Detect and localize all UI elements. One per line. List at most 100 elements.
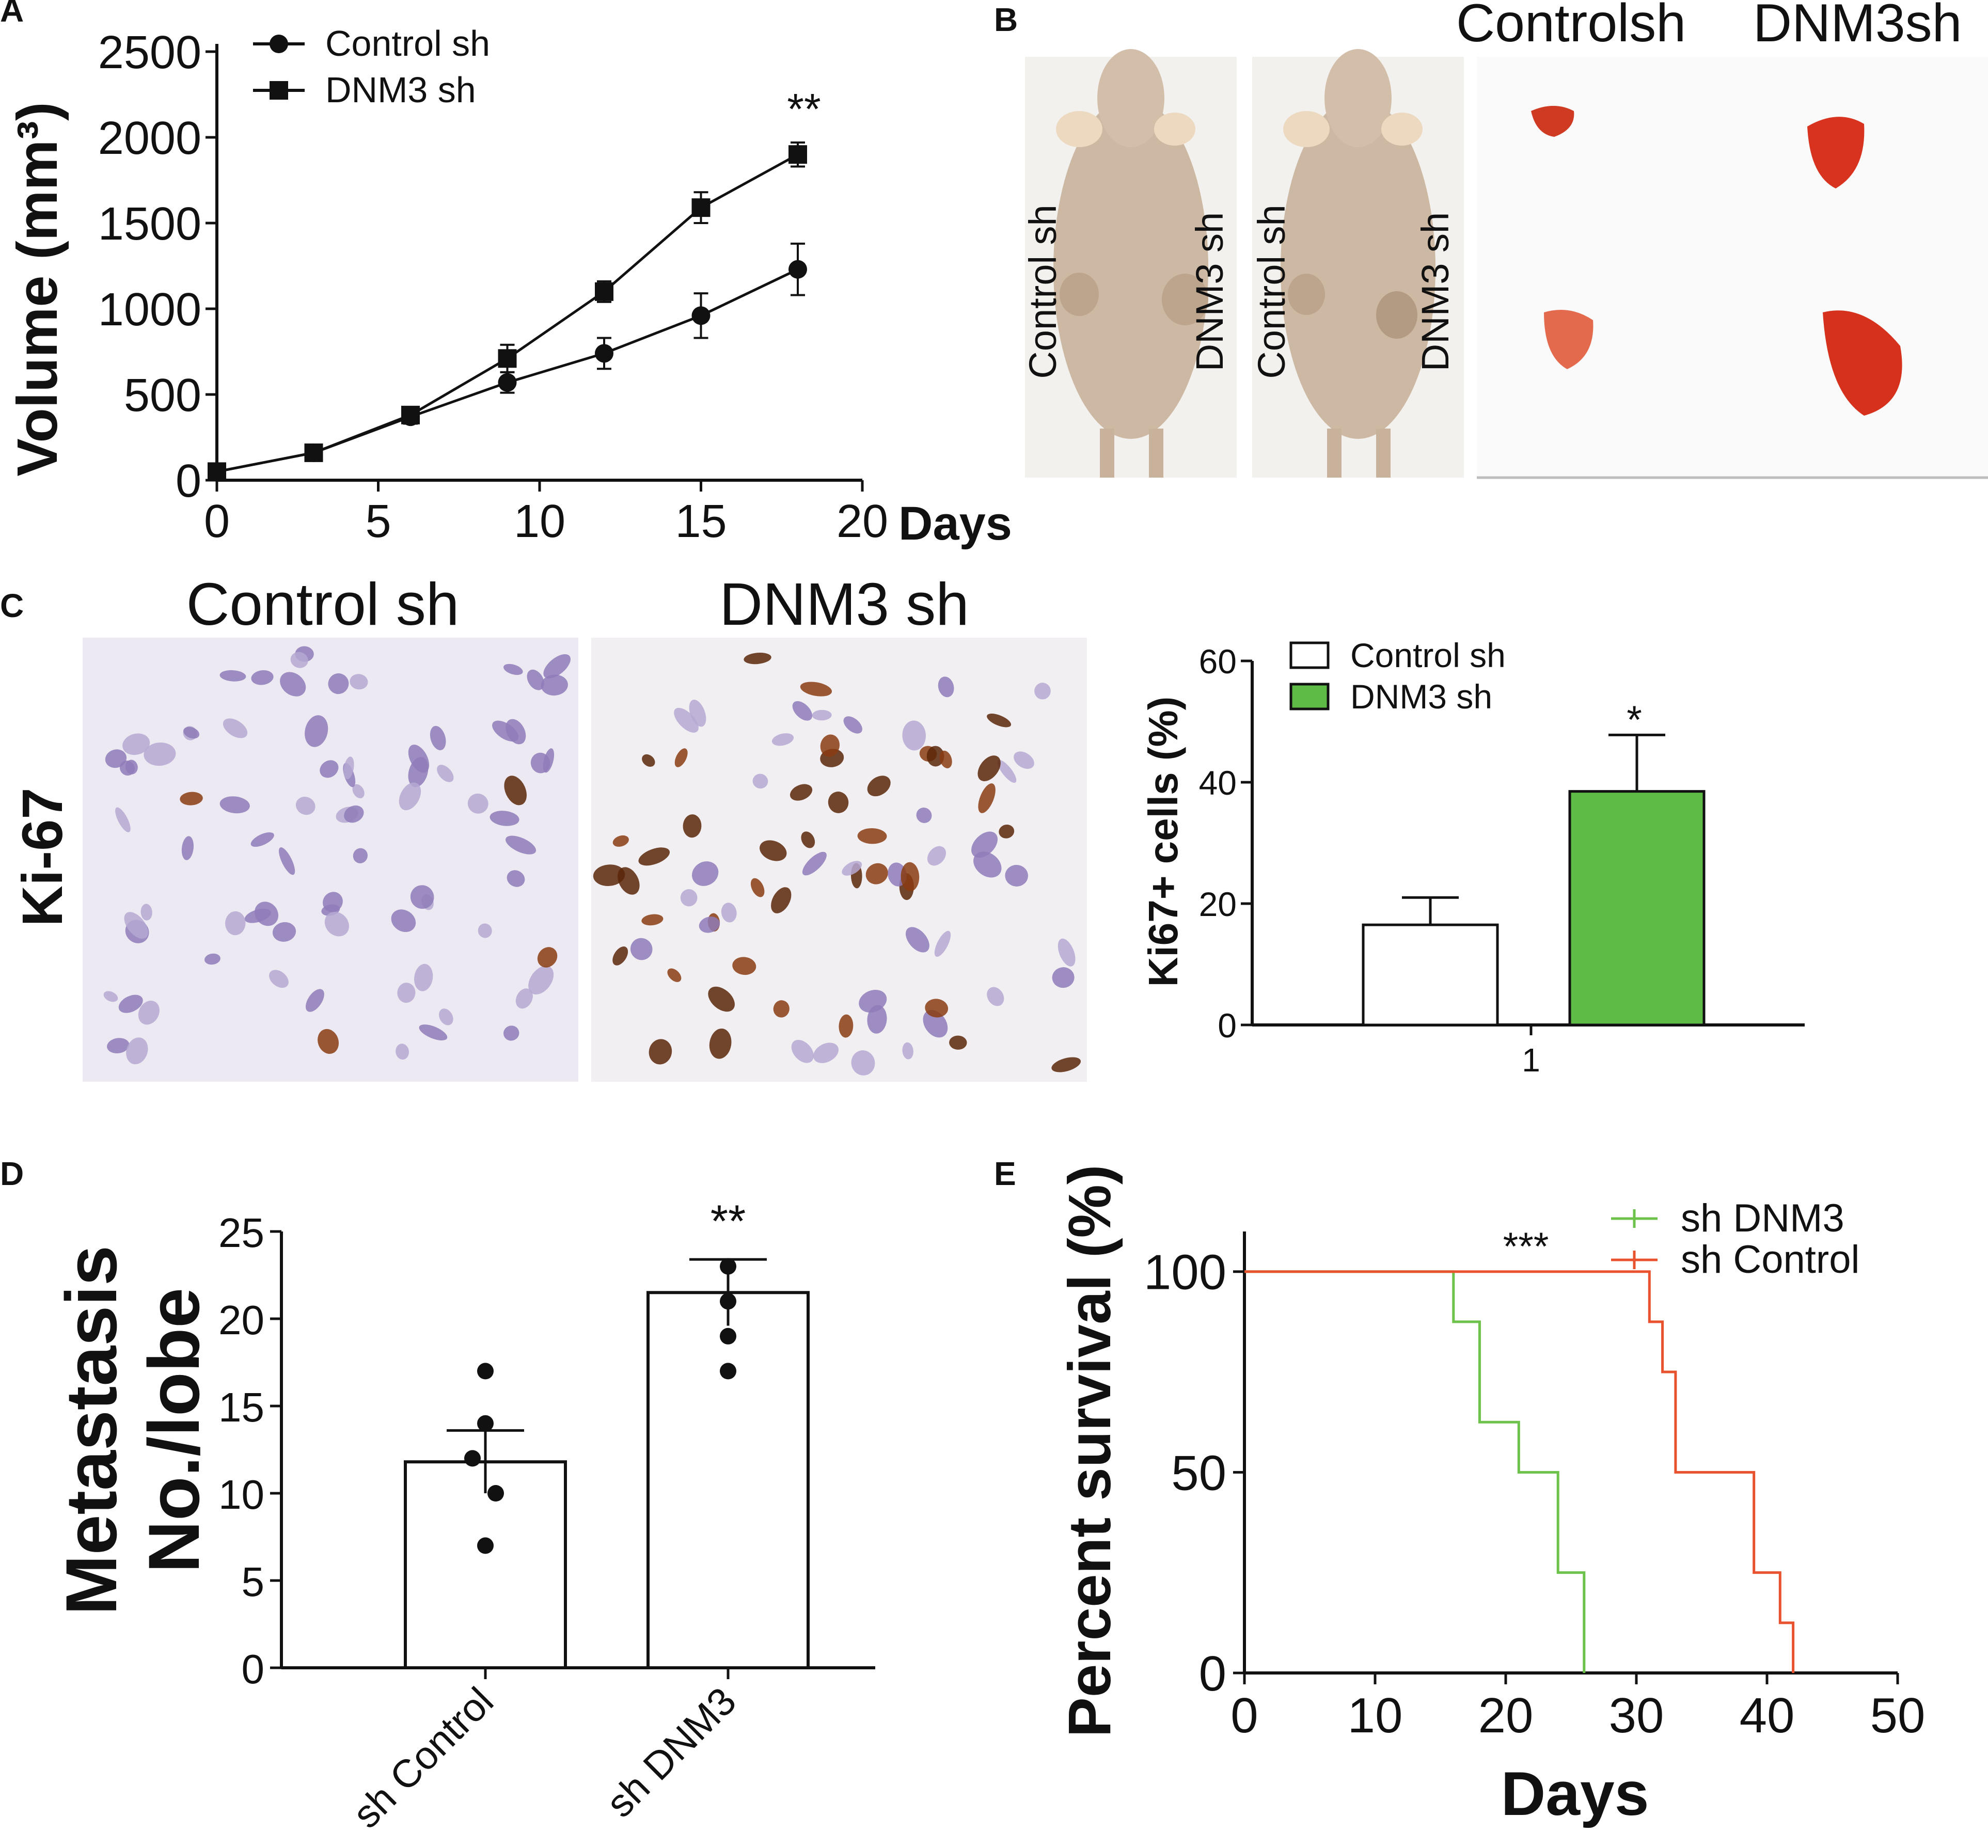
e-significance: *** (1503, 1225, 1549, 1269)
mouse-photo-1-label-left: Control sh (1021, 204, 1064, 378)
ki67-positive-nucleus (732, 957, 756, 975)
mouse-ear-2b (1381, 113, 1423, 146)
a-point-dnm3 (691, 198, 711, 217)
nucleus (691, 861, 719, 886)
nucleus (414, 964, 433, 991)
nucleus (144, 742, 176, 766)
mouse-leg-1a (1100, 429, 1114, 478)
ki67-positive-nucleus (771, 887, 792, 913)
nucleus (490, 811, 519, 826)
d-y-ticks: 0 5 10 15 20 25 (218, 1210, 281, 1692)
tumor-header-control: Controlsh (1456, 0, 1686, 53)
c-bars (1362, 733, 1706, 1026)
nucleus (439, 1008, 453, 1025)
panel-label-c: C (0, 587, 24, 624)
a-point-dnm3 (498, 349, 517, 368)
nucleus (251, 670, 274, 685)
ki67-positive-nucleus (641, 914, 664, 926)
nucleus (305, 715, 328, 747)
e-y-ticks: 0 50 100 (1144, 1245, 1244, 1701)
d-x-tick-label: sh Control (344, 1679, 502, 1837)
ihc-image-dnm3 (591, 638, 1087, 1082)
panel-b: B Control sh DNM3 sh Control sh (994, 0, 1988, 479)
nucleus (987, 987, 1004, 1006)
tumor-photo (1477, 57, 1988, 479)
e-y-tick-label: 50 (1171, 1445, 1226, 1500)
c-legend: Control sh DNM3 sh (1289, 636, 1506, 716)
mouse-photo-2-label-right: DNM3 sh (1414, 212, 1457, 371)
nucleus (813, 1043, 839, 1063)
c-y-axis-title: Ki67+ cells (%) (1140, 697, 1186, 987)
ki67-positive-nucleus (618, 867, 640, 895)
a-legend-marker-dnm3 (270, 81, 288, 100)
e-legend-label-control: sh Control (1681, 1238, 1859, 1282)
nucleus (244, 908, 271, 923)
ki67-positive-nucleus (537, 947, 558, 968)
c-header-dnm3: DNM3 sh (719, 571, 969, 638)
c-y-tick-label: 60 (1199, 642, 1237, 681)
nucleus (183, 726, 200, 739)
ki67-positive-nucleus (744, 652, 771, 665)
nucleus (973, 851, 1002, 878)
ki67-positive-nucleus (612, 835, 629, 847)
ki67-positive-nucleus (683, 814, 702, 838)
ki67-positive-nucleus (987, 714, 1012, 728)
nucleus (225, 911, 246, 936)
nucleus (938, 676, 954, 698)
nucleus (250, 832, 274, 847)
e-x-axis-title: Days (1501, 1759, 1649, 1828)
a-x-tick-label: 0 (204, 496, 230, 547)
nucleus (1014, 751, 1034, 769)
nucleus (721, 903, 737, 923)
d-bar-control (404, 1460, 567, 1669)
c-legend-swatch-dnm3 (1289, 683, 1330, 710)
nucleus (328, 673, 349, 694)
a-x-tick-label: 5 (365, 496, 391, 547)
nucleus (138, 1000, 160, 1025)
a-point-control (691, 306, 711, 325)
nucleus (506, 835, 537, 855)
nucleus (396, 1044, 409, 1060)
a-y-axis-title: Volume (mm³) (6, 102, 69, 476)
a-series-group (208, 141, 807, 481)
a-legend-label-dnm3: DNM3 sh (325, 70, 476, 110)
nucleus (997, 760, 1017, 783)
mouse-leg-2b (1376, 429, 1391, 478)
panel-label-b: B (994, 1, 1018, 38)
c-y-tick-label: 0 (1218, 1006, 1237, 1045)
ki67-positive-nucleus (925, 999, 949, 1018)
nucleus (503, 1025, 519, 1041)
ki67-positive-nucleus (649, 1039, 672, 1065)
ki67-positive-nucleus (612, 946, 628, 966)
tumor-control-2 (1544, 310, 1593, 369)
nucleus (350, 674, 368, 690)
mouse-leg-2a (1327, 429, 1342, 478)
nucleus (1034, 683, 1051, 700)
e-x-tick-label: 20 (1478, 1688, 1534, 1743)
mouse-tumor-2a (1288, 274, 1325, 315)
e-legend-label-dnm3: sh DNM3 (1681, 1196, 1844, 1240)
nucleus (181, 836, 194, 860)
a-y-tick-label: 0 (176, 455, 201, 507)
mouse-ear-2a (1283, 111, 1330, 147)
ki67-positive-nucleus (180, 792, 203, 805)
nucleus (528, 966, 554, 995)
d-data-point (720, 1258, 736, 1275)
c-y-tick-label: 40 (1199, 764, 1237, 802)
ki67-positive-nucleus (977, 755, 1001, 782)
c-row-label: Ki-67 (11, 788, 74, 927)
ki67-positive-nucleus (949, 1035, 967, 1050)
mouse-leg-1b (1149, 429, 1163, 478)
nucleus (118, 994, 143, 1013)
a-legend: Control sh DNM3 sh (253, 23, 490, 110)
a-x-tick-label: 15 (675, 496, 727, 547)
nucleus (352, 784, 365, 799)
panel-c: C Ki-67 Control sh DNM3 sh 0 20 40 60 1 Ki6… (0, 571, 1805, 1082)
e-series-group (1244, 1270, 1795, 1673)
d-data-point (487, 1485, 504, 1502)
mouse-tumor-1a (1060, 273, 1099, 316)
nucleus (269, 970, 289, 988)
d-bars: sh Control sh DNM3 (344, 1258, 810, 1837)
nucleus (430, 725, 446, 750)
